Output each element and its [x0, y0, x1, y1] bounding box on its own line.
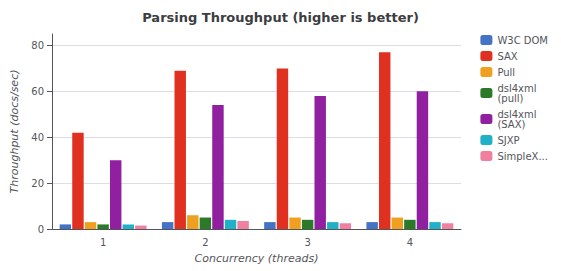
svg-text:40: 40 — [31, 132, 44, 143]
svg-text:0: 0 — [38, 224, 44, 235]
svg-text:dsl4xml: dsl4xml — [497, 82, 537, 94]
svg-text:80: 80 — [31, 40, 44, 51]
svg-text:(pull): (pull) — [497, 93, 523, 104]
svg-text:Parsing Throughput (higher is: Parsing Throughput (higher is better) — [142, 10, 419, 25]
svg-text:3: 3 — [304, 237, 310, 248]
svg-text:(SAX): (SAX) — [497, 119, 525, 130]
svg-text:1: 1 — [100, 237, 106, 248]
svg-text:2: 2 — [202, 237, 208, 248]
svg-text:SJXP: SJXP — [497, 135, 519, 146]
svg-text:Pull: Pull — [497, 67, 515, 78]
svg-text:SimpleX...: SimpleX... — [497, 151, 548, 162]
svg-text:60: 60 — [31, 86, 44, 97]
svg-text:Throughput (docs/sec): Throughput (docs/sec) — [8, 70, 21, 194]
svg-text:dsl4xml: dsl4xml — [497, 108, 537, 120]
svg-text:W3C DOM: W3C DOM — [497, 35, 548, 46]
svg-text:20: 20 — [31, 178, 44, 189]
svg-text:4: 4 — [407, 237, 413, 248]
svg-text:Concurrency (threads): Concurrency (threads) — [195, 252, 319, 265]
svg-text:SAX: SAX — [497, 51, 517, 62]
